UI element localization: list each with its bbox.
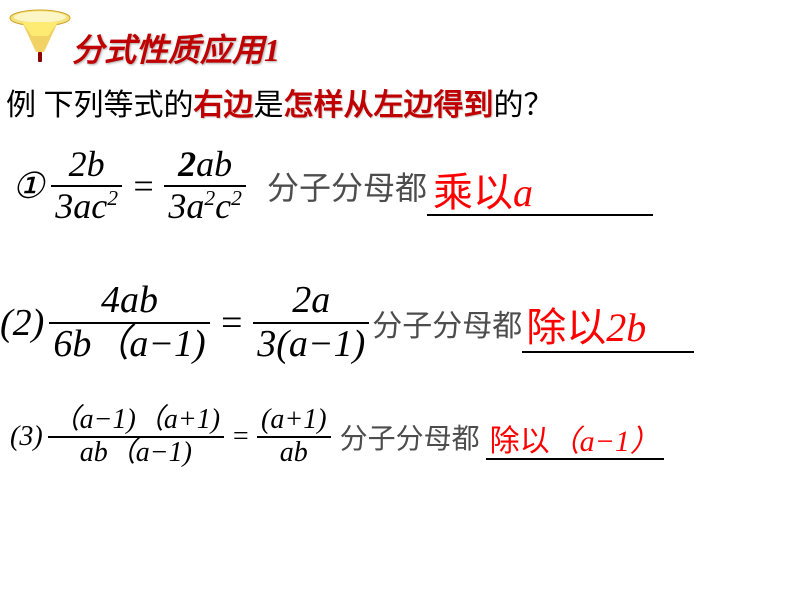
prompt-mid: 是	[254, 89, 284, 122]
row3-lhs-den: ab（a−1)	[76, 438, 196, 469]
row1-lhs-den: 3ac2	[51, 187, 122, 227]
row1-rhs-frac: 2ab 3a2c2	[164, 145, 246, 226]
row3-marker: (3)	[10, 421, 43, 453]
row3-label: 分子分母都	[340, 417, 480, 457]
row2-lhs-num: 4ab	[97, 280, 162, 322]
row2-marker: (2)	[0, 301, 44, 345]
row2-answer: 除以2b	[522, 305, 650, 350]
row2-blank: 除以2b	[522, 293, 694, 353]
row1-rhs-num: 2ab	[174, 145, 236, 185]
row3-rhs-num: (a+1)	[257, 405, 331, 436]
row1-answer: 乘以a	[427, 170, 539, 215]
row1-lhs-frac: 2b 3ac2	[51, 145, 122, 226]
prompt-h1: 右边	[194, 89, 254, 122]
row2-rhs-den: 3(a−1)	[253, 324, 369, 366]
prompt-post: 的？	[494, 89, 554, 122]
example-prompt: 例 下列等式的右边是怎样从左边得到的？	[6, 80, 554, 124]
equation-row-1: ① 2b 3ac2 = 2ab 3a2c2 分子分母都 乘以a	[12, 145, 653, 226]
row2-lhs-frac: 4ab 6b（a−1)	[49, 280, 209, 366]
row1-blank: 乘以a	[427, 156, 653, 216]
row1-label: 分子分母都	[267, 163, 427, 209]
prompt-h2: 怎样从左边得到	[284, 89, 494, 122]
equation-row-2: (2) 4ab 6b（a−1) = 2a 3(a−1) 分子分母都 除以2b	[0, 280, 694, 366]
equals-sign: =	[231, 421, 250, 453]
row1-lhs-num: 2b	[65, 145, 109, 185]
row2-label: 分子分母都	[372, 301, 522, 345]
row3-lhs-frac: （a−1)（a+1) ab（a−1)	[48, 405, 224, 469]
row2-rhs-num: 2a	[288, 280, 334, 322]
equals-sign: =	[219, 301, 245, 345]
row3-answer: 除以（a−1）	[486, 425, 664, 458]
row3-rhs-frac: (a+1) ab	[257, 405, 331, 469]
row2-rhs-frac: 2a 3(a−1)	[253, 280, 369, 366]
pushpin-icon	[8, 8, 72, 71]
row1-marker: ①	[12, 165, 44, 207]
row2-lhs-den: 6b（a−1)	[49, 324, 209, 366]
equals-sign: =	[131, 165, 155, 207]
title-text: 分式性质应用1	[72, 32, 280, 68]
row3-lhs-num: （a−1)（a+1)	[48, 405, 224, 436]
row3-blank: 除以（a−1）	[486, 414, 664, 460]
row3-rhs-den: ab	[276, 438, 312, 469]
equation-row-3: (3) （a−1)（a+1) ab（a−1) = (a+1) ab 分子分母都 …	[10, 405, 664, 469]
slide-title: 分式性质应用1	[72, 25, 280, 71]
row1-rhs-den: 3a2c2	[164, 187, 246, 227]
prompt-pre: 例 下列等式的	[6, 89, 194, 122]
